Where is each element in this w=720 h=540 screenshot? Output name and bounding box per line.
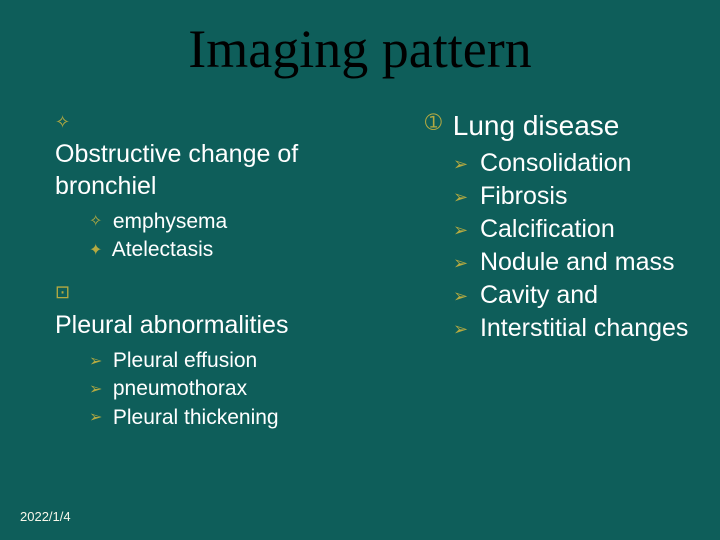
square-dot-icon: ⊡ (55, 281, 75, 304)
diamond-outline-icon: ✧ (89, 211, 107, 233)
item-text: Interstitial changes (480, 314, 688, 342)
content-columns: ✧ Obstructive change of bronchiel ✧ emph… (0, 108, 720, 446)
arrow-bullet-icon: ➢ (453, 153, 473, 177)
item-text: emphysema (113, 210, 227, 233)
item-text: Cavity and (480, 281, 598, 309)
list-item: ✧ emphysema (89, 208, 425, 236)
circled-one-icon: ➀ (425, 111, 445, 136)
slide: Imaging pattern ✧ Obstructive change of … (0, 0, 720, 540)
arrow-bullet-icon: ➢ (453, 285, 473, 309)
list-item: ✦ Atelectasis (89, 236, 425, 264)
list-item: ➢ Consolidation (453, 147, 690, 180)
right-column: ➀ Lung disease ➢ Consolidation ➢ Fibrosi… (425, 108, 690, 446)
arrow-bullet-icon: ➢ (453, 219, 473, 243)
diamond-filled-icon: ✦ (89, 240, 107, 262)
item-text: Pleural thickening (113, 406, 279, 429)
item-text: Pleural effusion (113, 349, 257, 372)
item-text: Fibrosis (480, 182, 568, 210)
list-item: ➢ Cavity and (453, 279, 690, 312)
item-text: Consolidation (480, 149, 632, 177)
item-text: pneumothorax (113, 377, 247, 400)
list-item: ➢ Fibrosis (453, 180, 690, 213)
arrow-bullet-icon: ➢ (453, 318, 473, 342)
list-item: ➢ Nodule and mass (453, 246, 690, 279)
arrow-bullet-icon: ➢ (453, 186, 473, 210)
list-item: ➢ pneumothorax (89, 375, 425, 403)
sub-list: ✧ emphysema ✦ Atelectasis (89, 208, 425, 265)
list-item: ➀ Lung disease (425, 108, 690, 143)
slide-title: Imaging pattern (0, 0, 720, 80)
item-text: Atelectasis (112, 238, 214, 261)
item-text: Pleural abnormalities (55, 310, 399, 341)
footer-date: 2022/1/4 (20, 509, 71, 524)
list-item: ➢ Interstitial changes (453, 312, 690, 345)
item-text: Obstructive change of bronchiel (55, 139, 399, 202)
item-text: Calcification (480, 215, 615, 243)
diamond-outline-icon: ✧ (55, 111, 75, 134)
list-item: ⊡ Pleural abnormalities (55, 278, 425, 341)
sub-list: ➢ Pleural effusion ➢ pneumothorax ➢ Pleu… (89, 347, 425, 432)
arrow-bullet-icon: ➢ (89, 379, 107, 401)
list-item: ➢ Pleural effusion (89, 347, 425, 375)
list-item: ➢ Calcification (453, 213, 690, 246)
list-item: ➢ Pleural thickening (89, 404, 425, 432)
left-column: ✧ Obstructive change of bronchiel ✧ emph… (55, 108, 425, 446)
item-text: Lung disease (453, 110, 620, 141)
item-text: Nodule and mass (480, 248, 675, 276)
arrow-bullet-icon: ➢ (89, 407, 107, 429)
list-item: ✧ Obstructive change of bronchiel (55, 108, 425, 202)
arrow-bullet-icon: ➢ (89, 351, 107, 373)
sub-list: ➢ Consolidation ➢ Fibrosis ➢ Calcificati… (453, 147, 690, 345)
arrow-bullet-icon: ➢ (453, 252, 473, 276)
